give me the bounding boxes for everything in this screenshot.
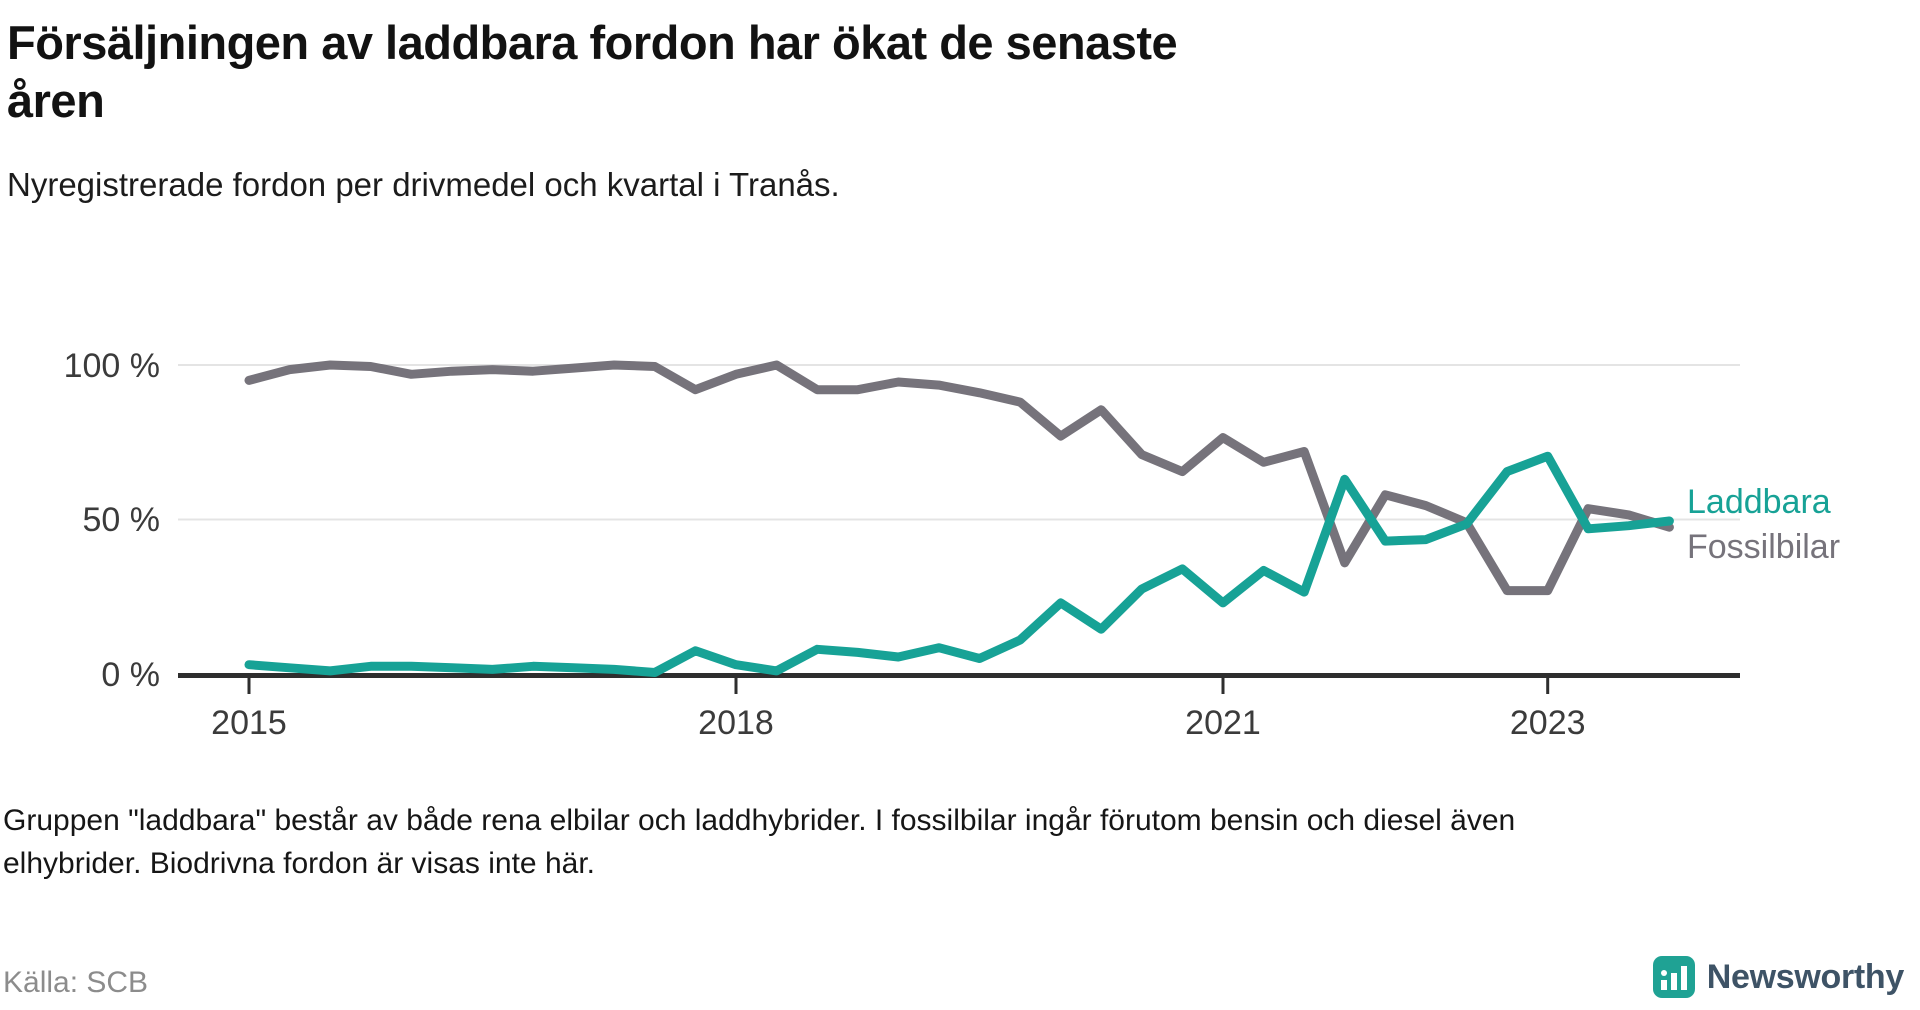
laddbara-line bbox=[244, 451, 1674, 677]
newsworthy-logo: Newsworthy bbox=[1652, 956, 1905, 998]
footnote: Gruppen "laddbara" består av både rena e… bbox=[3, 800, 1863, 885]
footnote-line-1: Gruppen "laddbara" består av både rena e… bbox=[3, 804, 1516, 837]
title-line-2: åren bbox=[7, 74, 105, 128]
chart-subtitle: Nyregistrerade fordon per drivmedel och … bbox=[7, 166, 840, 203]
legend-label-laddbara: Laddbara bbox=[1687, 483, 1831, 521]
page-title: Försäljningen av laddbara fordon har öka… bbox=[7, 14, 1707, 131]
y-tick-label-0: 0 % bbox=[101, 656, 160, 694]
title-line-1: Försäljningen av laddbara fordon har öka… bbox=[7, 16, 1178, 69]
source-label: Källa: SCB bbox=[3, 966, 149, 999]
footnote-line-2: elhybrider. Biodrivna fordon är visas in… bbox=[3, 846, 595, 880]
x-tick-label-2023: 2023 bbox=[1510, 704, 1586, 742]
newsworthy-bars-icon bbox=[1652, 956, 1695, 998]
y-tick-label-100: 100 % bbox=[64, 347, 160, 385]
legend-label-fossilbilar: Fossilbilar bbox=[1687, 528, 1840, 566]
newsworthy-wordmark: Newsworthy bbox=[1706, 957, 1905, 996]
fossilbilar-line bbox=[244, 360, 1674, 596]
x-tick-label-2021: 2021 bbox=[1185, 704, 1261, 742]
y-tick-label-50: 50 % bbox=[83, 501, 161, 539]
x-tick-label-2018: 2018 bbox=[698, 704, 774, 742]
x-axis-tickmarks bbox=[247, 678, 1550, 694]
x-tick-label-2015: 2015 bbox=[211, 704, 287, 742]
